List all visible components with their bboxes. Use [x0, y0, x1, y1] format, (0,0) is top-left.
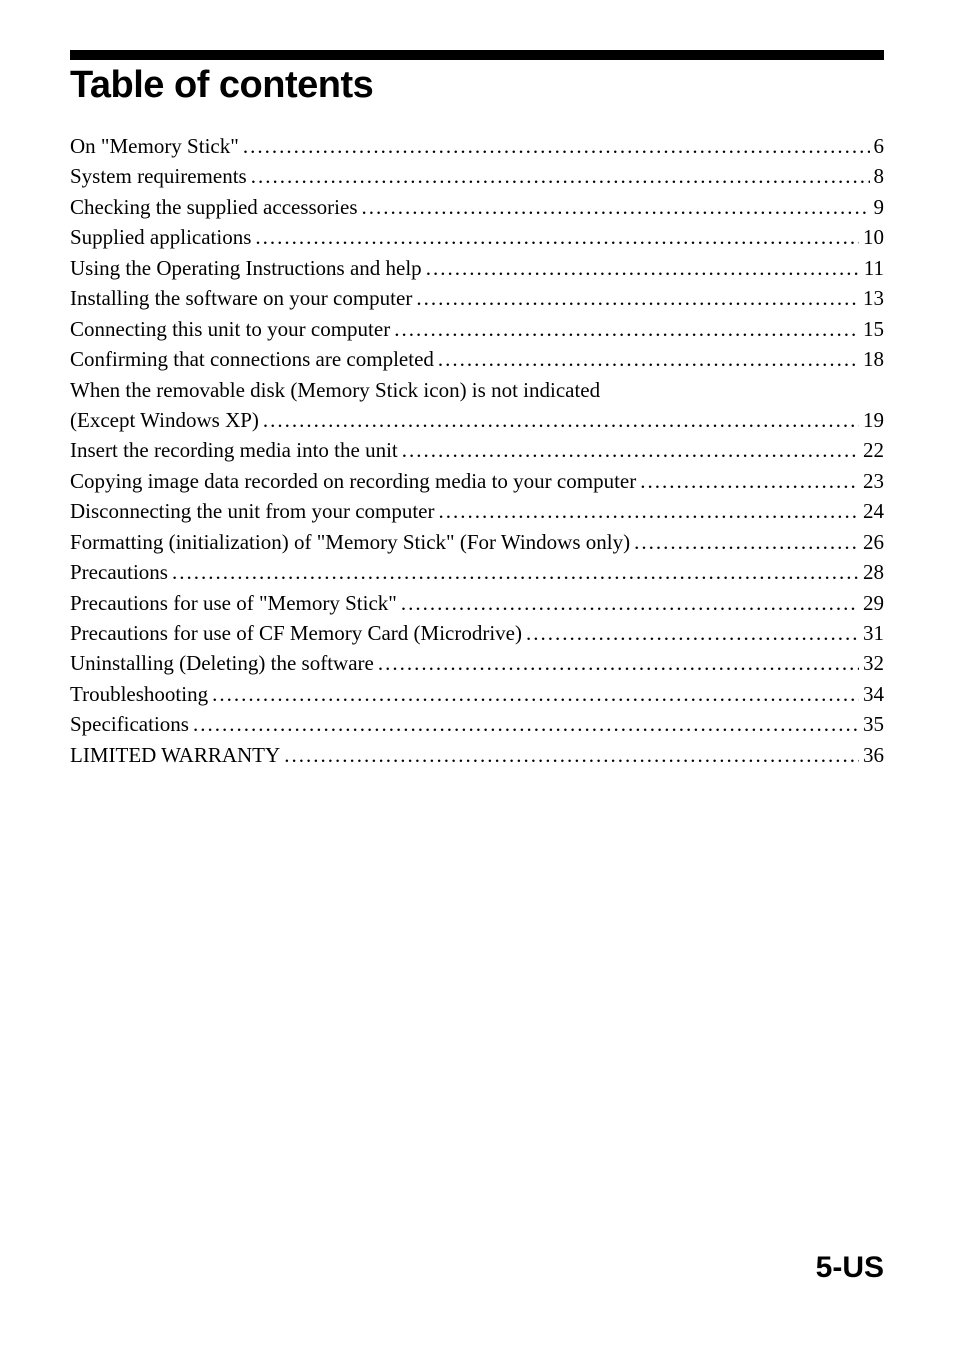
- toc-entry-page: 6: [870, 131, 885, 161]
- toc-entry-page: 29: [859, 588, 884, 618]
- toc-leader-dots: [630, 527, 859, 557]
- toc-leader-dots: [435, 496, 860, 526]
- toc-entry-label: Formatting (initialization) of "Memory S…: [70, 527, 630, 557]
- toc-leader-dots: [280, 740, 859, 770]
- toc-entry-label: Checking the supplied accessories: [70, 192, 358, 222]
- toc-entry-label: Troubleshooting: [70, 679, 208, 709]
- toc-entry-page: 15: [859, 314, 884, 344]
- toc-leader-dots: [358, 192, 870, 222]
- toc-entry-page: 22: [859, 435, 884, 465]
- toc-leader-dots: [412, 283, 859, 313]
- toc-entry: Precautions for use of "Memory Stick" 29: [70, 588, 884, 618]
- toc-entry-label: Connecting this unit to your computer: [70, 314, 390, 344]
- toc-entry-page: 34: [859, 679, 884, 709]
- toc-leader-dots: [390, 314, 859, 344]
- toc-leader-dots: [239, 131, 870, 161]
- toc-entry-label: When the removable disk (Memory Stick ic…: [70, 375, 600, 405]
- toc-entry: Specifications 35: [70, 709, 884, 739]
- toc-entry-page: 24: [859, 496, 884, 526]
- toc-leader-dots: [189, 709, 859, 739]
- toc-entry-page: 26: [859, 527, 884, 557]
- toc-entry-page: 19: [859, 405, 884, 435]
- toc-leader-dots: [434, 344, 859, 374]
- toc-entry-label: Using the Operating Instructions and hel…: [70, 253, 422, 283]
- toc-entry-label: Uninstalling (Deleting) the software: [70, 648, 374, 678]
- toc-entry-label: Specifications: [70, 709, 189, 739]
- toc-entry: (Except Windows XP) 19: [70, 405, 884, 435]
- header-bar: [70, 50, 884, 60]
- toc-entry: Uninstalling (Deleting) the software 32: [70, 648, 884, 678]
- toc-leader-dots: [259, 405, 859, 435]
- toc-leader-dots: [397, 588, 859, 618]
- toc-leader-dots: [636, 466, 859, 496]
- toc-entry: Copying image data recorded on recording…: [70, 466, 884, 496]
- toc-leader-dots: [168, 557, 859, 587]
- toc-entry: System requirements 8: [70, 161, 884, 191]
- toc-entry-page: 8: [870, 161, 885, 191]
- toc-leader-dots: [251, 222, 859, 252]
- toc-entry: Using the Operating Instructions and hel…: [70, 253, 884, 283]
- toc-entry-page: 23: [859, 466, 884, 496]
- toc-entry-label: System requirements: [70, 161, 247, 191]
- toc-entry: Disconnecting the unit from your compute…: [70, 496, 884, 526]
- toc-entry-page: 11: [860, 253, 884, 283]
- toc-leader-dots: [208, 679, 859, 709]
- toc-entry-label: Installing the software on your computer: [70, 283, 412, 313]
- toc-leader-dots: [398, 435, 859, 465]
- toc-entry-label: Supplied applications: [70, 222, 251, 252]
- toc-entry-label: Copying image data recorded on recording…: [70, 466, 636, 496]
- toc-entry: Precautions for use of CF Memory Card (M…: [70, 618, 884, 648]
- toc-leader-dots: [522, 618, 859, 648]
- toc-entry-label: Precautions: [70, 557, 168, 587]
- toc-entry-label: On "Memory Stick": [70, 131, 239, 161]
- toc-entry-label: Insert the recording media into the unit: [70, 435, 398, 465]
- page-number: 5-US: [816, 1251, 884, 1285]
- toc-entry-label: Confirming that connections are complete…: [70, 344, 434, 374]
- toc-entry: On "Memory Stick" 6: [70, 131, 884, 161]
- toc-entry-page: 9: [870, 192, 885, 222]
- toc-entry: Installing the software on your computer…: [70, 283, 884, 313]
- toc-leader-dots: [374, 648, 859, 678]
- toc-entry: Troubleshooting 34: [70, 679, 884, 709]
- toc-entry-page: 32: [859, 648, 884, 678]
- toc-entry-label: Precautions for use of "Memory Stick": [70, 588, 397, 618]
- page-title: Table of contents: [70, 64, 884, 107]
- toc-entry: LIMITED WARRANTY 36: [70, 740, 884, 770]
- toc-entry-page: 13: [859, 283, 884, 313]
- toc-entry: When the removable disk (Memory Stick ic…: [70, 375, 884, 405]
- toc-entry: Precautions 28: [70, 557, 884, 587]
- toc-entry-label: Precautions for use of CF Memory Card (M…: [70, 618, 522, 648]
- toc-entry-page: 18: [859, 344, 884, 374]
- toc-entry: Confirming that connections are complete…: [70, 344, 884, 374]
- toc-entry-label: LIMITED WARRANTY: [70, 740, 280, 770]
- toc-leader-dots: [247, 161, 870, 191]
- toc-entry: Supplied applications 10: [70, 222, 884, 252]
- toc-entry-page: 31: [859, 618, 884, 648]
- toc-entry: Formatting (initialization) of "Memory S…: [70, 527, 884, 557]
- toc-entry-page: 10: [859, 222, 884, 252]
- toc-entry-label: (Except Windows XP): [70, 405, 259, 435]
- toc-entry: Checking the supplied accessories 9: [70, 192, 884, 222]
- toc-entry: Insert the recording media into the unit…: [70, 435, 884, 465]
- toc-entry-page: 35: [859, 709, 884, 739]
- toc-entry-label: Disconnecting the unit from your compute…: [70, 496, 435, 526]
- toc-entry: Connecting this unit to your computer 15: [70, 314, 884, 344]
- table-of-contents: On "Memory Stick"6System requirements8Ch…: [70, 131, 884, 770]
- toc-entry-page: 36: [859, 740, 884, 770]
- toc-leader-dots: [422, 253, 860, 283]
- toc-entry-page: 28: [859, 557, 884, 587]
